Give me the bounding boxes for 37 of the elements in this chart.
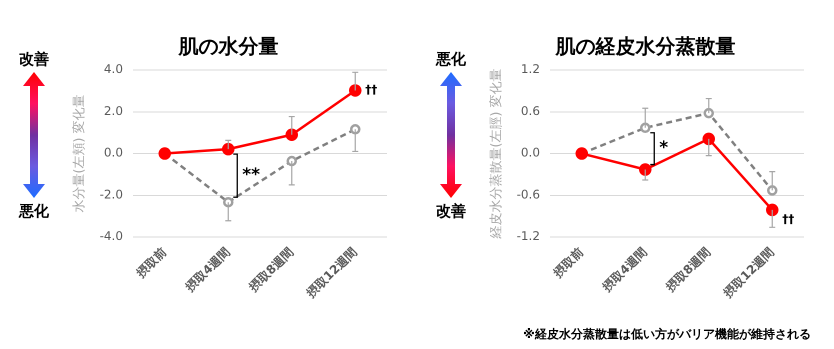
- y-tick-label: 2.0: [104, 104, 124, 118]
- y-tick-label: -1.2: [516, 229, 540, 244]
- annotation: ††: [365, 82, 378, 97]
- point: [286, 128, 298, 141]
- text: 改善: [18, 50, 50, 69]
- y-tick-label: 0.0: [104, 146, 124, 160]
- annotation: *: [659, 138, 668, 158]
- text: 悪化: [18, 202, 50, 221]
- chart-title: 肌の水分量: [178, 34, 278, 58]
- point: [766, 204, 778, 216]
- y-axis-title: 経皮水分蒸散量(左脛) 変化量: [488, 68, 504, 240]
- x-tick-label: 摂取4週間: [182, 244, 233, 296]
- point: [349, 84, 362, 97]
- annotation: **: [242, 165, 260, 186]
- x-tick-label: 摂取8週間: [662, 244, 714, 296]
- x-tick-label: 摂取前: [550, 244, 586, 281]
- x-tick-label: 摂取12週間: [720, 244, 777, 301]
- point: [222, 142, 235, 156]
- y-tick-label: 0.6: [520, 104, 540, 118]
- y-tick-label: -0.6: [516, 187, 540, 202]
- text: 改善: [435, 202, 467, 221]
- x-tick-label: 摂取4週間: [599, 244, 650, 296]
- text: ※経皮水分蒸散量は低い方がバリア機能が維持される: [522, 326, 812, 343]
- y-tick-label: 1.2: [520, 62, 540, 76]
- x-tick-label: 摂取前: [133, 244, 170, 281]
- point: [639, 163, 652, 176]
- y-tick-label: 0.0: [520, 146, 540, 160]
- text: 悪化: [434, 50, 467, 69]
- point: [702, 132, 716, 146]
- chart-title: 肌の経皮水分蒸散量: [554, 34, 736, 58]
- y-axis-title: 水分量(左頬) 変化量: [71, 94, 88, 213]
- x-tick-label: 摂取8週間: [246, 244, 296, 296]
- y-tick-label: -4.0: [100, 229, 124, 244]
- y-tick-label: -2.0: [100, 187, 124, 202]
- x-tick-label: 摂取12週間: [303, 244, 360, 301]
- annotation: ††: [782, 212, 794, 226]
- y-tick-label: 4.0: [104, 62, 124, 76]
